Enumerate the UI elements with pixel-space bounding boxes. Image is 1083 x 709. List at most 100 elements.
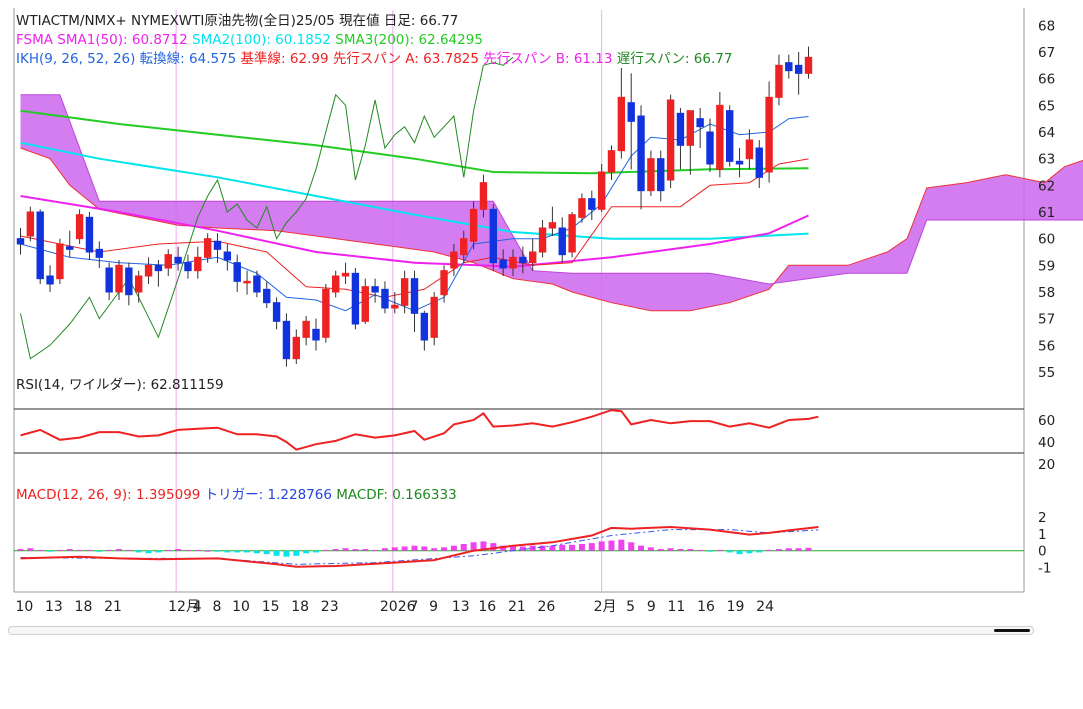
candle-body	[361, 286, 369, 322]
candle	[548, 206, 557, 236]
x-tick-label: 23	[321, 599, 339, 615]
x-tick-label: 8	[212, 599, 221, 615]
candle	[85, 212, 94, 260]
candle-body	[588, 198, 596, 210]
candle-body	[627, 102, 635, 122]
x-tick-label: 11	[668, 599, 686, 615]
x-tick-label: 2026	[380, 599, 416, 615]
candle	[716, 92, 724, 178]
candle-body	[332, 275, 340, 293]
y-tick-label: 1	[1038, 527, 1047, 543]
x-tick-label: 13	[452, 599, 470, 615]
macd-hist-bar	[647, 547, 654, 551]
candle	[312, 318, 320, 351]
candle	[519, 246, 527, 274]
macd-legend: MACD(12, 26, 9): 1.395099 トリガー: 1.228766…	[16, 487, 457, 503]
ichimoku-cloud	[20, 94, 1083, 311]
x-tick-label: 21	[508, 599, 526, 615]
candle-body	[105, 267, 113, 293]
macd-hist-bar	[687, 549, 694, 551]
candle-body	[135, 275, 143, 293]
macd-hist-bar	[677, 549, 684, 551]
ichimoku-legend-item: IKH(9, 26, 52, 26) 転換線: 64.575	[16, 51, 236, 67]
macd-hist-bar	[116, 549, 122, 551]
y-tick-label: 60	[1038, 232, 1055, 248]
candle	[529, 238, 537, 271]
candle-body	[637, 115, 645, 192]
candle	[745, 129, 754, 170]
macd-hist-bar	[500, 545, 507, 551]
macd-legend-item: トリガー: 1.228766	[200, 487, 332, 503]
macd-hist-bar	[273, 550, 280, 556]
y-tick-label: 0	[1038, 544, 1047, 560]
x-tick-label: 15	[262, 599, 280, 615]
candle-body	[529, 251, 537, 264]
candle	[460, 230, 468, 263]
candle-body	[302, 320, 310, 338]
macd-hist-bar	[96, 550, 103, 552]
macd-hist-bar	[697, 549, 704, 551]
candle	[479, 174, 488, 218]
candle	[410, 270, 419, 332]
span-b-line	[20, 94, 1083, 285]
candle-body	[430, 296, 438, 338]
y-tick-label: -1	[1038, 561, 1051, 577]
y-tick-label: 57	[1038, 312, 1055, 328]
candle	[509, 249, 517, 276]
scrollbar-thumb[interactable]	[994, 629, 1030, 632]
macd-hist-bar	[372, 549, 379, 551]
macd-hist-bar	[234, 550, 241, 553]
candle	[765, 81, 773, 183]
candle-body	[341, 272, 350, 277]
candle-body	[391, 304, 399, 309]
candle-body	[115, 264, 123, 293]
x-tick-label: 16	[697, 599, 715, 615]
rsi-panel: 20 40 60	[14, 408, 1055, 473]
macd-hist-bar	[746, 550, 753, 554]
macd-hist-bar	[795, 548, 802, 551]
candle	[647, 150, 655, 196]
candle	[568, 212, 576, 258]
candle-body	[125, 267, 133, 296]
macd-hist-bar	[76, 549, 83, 551]
candle-body	[686, 110, 694, 146]
candle	[785, 54, 793, 79]
candle-body	[745, 139, 754, 160]
candle	[272, 297, 281, 330]
y-tick-label: 61	[1038, 205, 1055, 221]
candle	[174, 246, 182, 271]
sma-legend-item: FSMA SMA1(50): 60.8712	[16, 32, 188, 48]
x-tick-label: 12月	[168, 599, 200, 615]
macd-hist-bar	[657, 549, 664, 551]
macd-hist-bar	[450, 545, 457, 551]
candle	[657, 150, 665, 202]
candle	[203, 233, 212, 263]
candle-body	[676, 112, 685, 146]
candle-body	[460, 238, 468, 256]
candle	[302, 316, 310, 346]
macd-hist-bar	[283, 550, 290, 557]
candle	[144, 257, 153, 284]
macd-hist-bar	[805, 547, 812, 551]
candle	[391, 292, 399, 314]
candle-body	[666, 99, 675, 181]
candle	[263, 281, 271, 308]
y-tick-label: 58	[1038, 285, 1055, 301]
macd-hist-bar	[510, 545, 516, 551]
ichimoku-legend-item: 遅行スパン: 66.77	[612, 51, 732, 67]
macd-hist-bar	[253, 550, 260, 554]
candle-body	[617, 96, 626, 152]
candle	[666, 94, 675, 188]
rsi-legend: RSI(14, ワイルダー): 62.811159	[16, 377, 224, 393]
y-tick-label: 60	[1038, 413, 1055, 429]
main-panel: 55 56 57 58 59 60 61 62 63 64 65 66 67 68	[13, 8, 1083, 593]
candle-body	[755, 147, 763, 178]
horizontal-scrollbar[interactable]	[8, 626, 1034, 635]
ichimoku-legend-item: 先行スパン B: 61.13	[479, 51, 613, 67]
y-tick-label: 62	[1038, 178, 1055, 194]
candle	[16, 228, 25, 255]
candle-body	[381, 288, 389, 309]
